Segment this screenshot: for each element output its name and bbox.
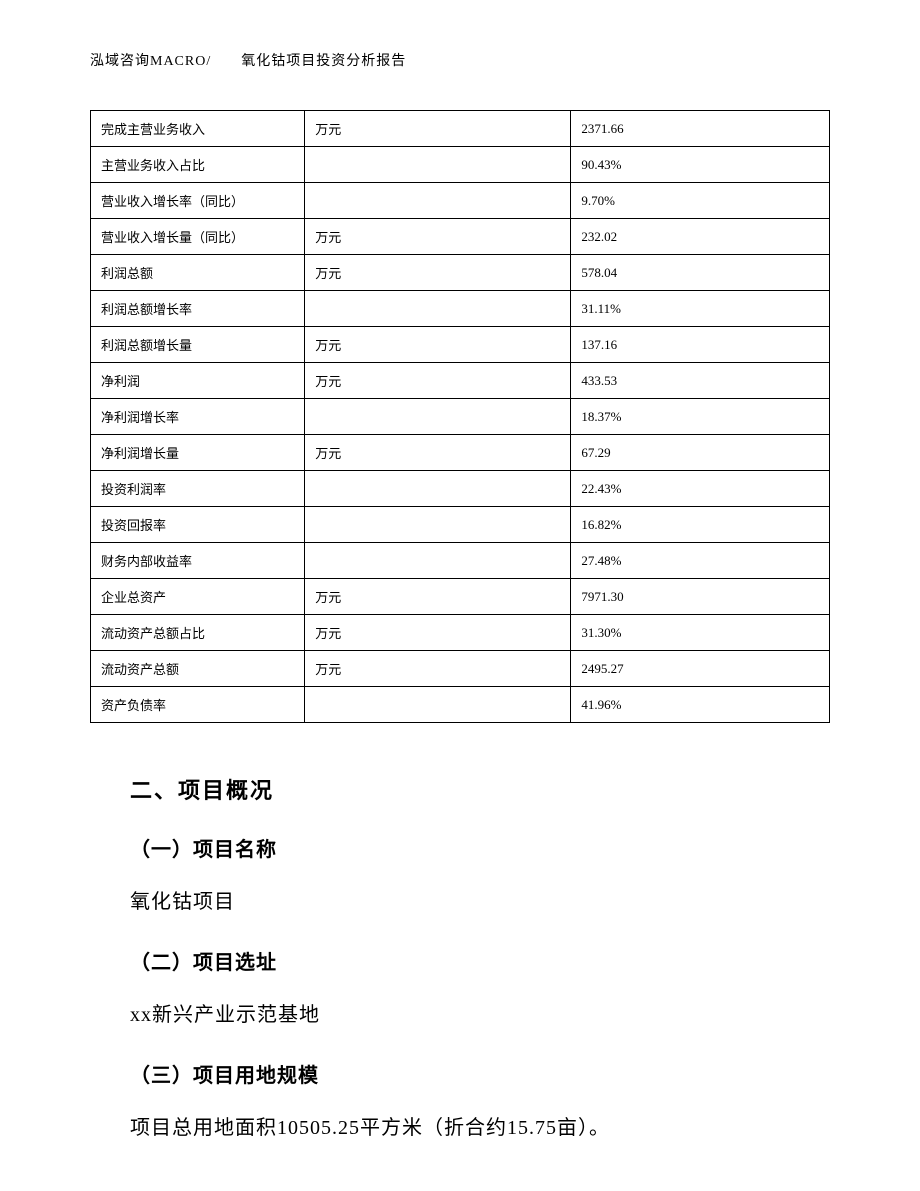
row-value: 2371.66 xyxy=(571,111,830,147)
row-value: 67.29 xyxy=(571,435,830,471)
row-label: 利润总额增长率 xyxy=(91,291,305,327)
row-label: 投资回报率 xyxy=(91,507,305,543)
row-value: 2495.27 xyxy=(571,651,830,687)
row-unit: 万元 xyxy=(305,651,571,687)
row-unit xyxy=(305,687,571,723)
row-unit xyxy=(305,147,571,183)
row-label: 投资利润率 xyxy=(91,471,305,507)
table-row: 利润总额增长率 31.11% xyxy=(91,291,830,327)
table-row: 流动资产总额 万元 2495.27 xyxy=(91,651,830,687)
row-label: 资产负债率 xyxy=(91,687,305,723)
table-row: 利润总额 万元 578.04 xyxy=(91,255,830,291)
row-unit: 万元 xyxy=(305,255,571,291)
row-value: 433.53 xyxy=(571,363,830,399)
sub-heading-1: （一）项目名称 xyxy=(130,833,830,862)
row-label: 财务内部收益率 xyxy=(91,543,305,579)
row-value: 31.11% xyxy=(571,291,830,327)
row-value: 16.82% xyxy=(571,507,830,543)
row-label: 营业收入增长量（同比） xyxy=(91,219,305,255)
row-label: 利润总额 xyxy=(91,255,305,291)
row-value: 7971.30 xyxy=(571,579,830,615)
row-unit xyxy=(305,471,571,507)
table-row: 企业总资产 万元 7971.30 xyxy=(91,579,830,615)
row-value: 578.04 xyxy=(571,255,830,291)
table-row: 完成主营业务收入 万元 2371.66 xyxy=(91,111,830,147)
financial-table: 完成主营业务收入 万元 2371.66 主营业务收入占比 90.43% 营业收入… xyxy=(90,110,830,723)
table-row: 净利润增长率 18.37% xyxy=(91,399,830,435)
row-label: 净利润增长率 xyxy=(91,399,305,435)
table-row: 利润总额增长量 万元 137.16 xyxy=(91,327,830,363)
row-label: 流动资产总额占比 xyxy=(91,615,305,651)
table-row: 主营业务收入占比 90.43% xyxy=(91,147,830,183)
row-unit: 万元 xyxy=(305,219,571,255)
section-heading-2: 二、项目概况 xyxy=(130,773,830,805)
row-value: 41.96% xyxy=(571,687,830,723)
row-unit: 万元 xyxy=(305,111,571,147)
table-row: 资产负债率 41.96% xyxy=(91,687,830,723)
page-header: 泓域咨询MACRO/ 氧化钴项目投资分析报告 xyxy=(90,50,830,70)
row-value: 9.70% xyxy=(571,183,830,219)
row-unit: 万元 xyxy=(305,615,571,651)
row-label: 净利润 xyxy=(91,363,305,399)
row-label: 企业总资产 xyxy=(91,579,305,615)
row-unit: 万元 xyxy=(305,363,571,399)
row-unit: 万元 xyxy=(305,579,571,615)
row-unit: 万元 xyxy=(305,327,571,363)
sub-heading-3: （三）项目用地规模 xyxy=(130,1059,830,1088)
row-unit: 万元 xyxy=(305,435,571,471)
row-value: 31.30% xyxy=(571,615,830,651)
row-value: 232.02 xyxy=(571,219,830,255)
table-row: 净利润 万元 433.53 xyxy=(91,363,830,399)
row-label: 主营业务收入占比 xyxy=(91,147,305,183)
table-row: 营业收入增长率（同比） 9.70% xyxy=(91,183,830,219)
row-label: 利润总额增长量 xyxy=(91,327,305,363)
project-name-text: 氧化钴项目 xyxy=(130,886,830,918)
row-label: 流动资产总额 xyxy=(91,651,305,687)
table-row: 财务内部收益率 27.48% xyxy=(91,543,830,579)
table-row: 流动资产总额占比 万元 31.30% xyxy=(91,615,830,651)
sub-heading-2: （二）项目选址 xyxy=(130,946,830,975)
row-value: 90.43% xyxy=(571,147,830,183)
row-value: 137.16 xyxy=(571,327,830,363)
row-value: 22.43% xyxy=(571,471,830,507)
table-body: 完成主营业务收入 万元 2371.66 主营业务收入占比 90.43% 营业收入… xyxy=(91,111,830,723)
table-row: 净利润增长量 万元 67.29 xyxy=(91,435,830,471)
row-label: 完成主营业务收入 xyxy=(91,111,305,147)
header-text: 泓域咨询MACRO/ 氧化钴项目投资分析报告 xyxy=(90,54,406,69)
row-unit xyxy=(305,507,571,543)
table-row: 投资利润率 22.43% xyxy=(91,471,830,507)
project-location-text: xx新兴产业示范基地 xyxy=(130,999,830,1031)
row-unit xyxy=(305,291,571,327)
row-value: 18.37% xyxy=(571,399,830,435)
project-land-text: 项目总用地面积10505.25平方米（折合约15.75亩）。 xyxy=(130,1112,830,1144)
row-value: 27.48% xyxy=(571,543,830,579)
row-label: 营业收入增长率（同比） xyxy=(91,183,305,219)
content-section: 二、项目概况 （一）项目名称 氧化钴项目 （二）项目选址 xx新兴产业示范基地 … xyxy=(90,773,830,1144)
row-unit xyxy=(305,399,571,435)
table-row: 投资回报率 16.82% xyxy=(91,507,830,543)
row-unit xyxy=(305,543,571,579)
row-label: 净利润增长量 xyxy=(91,435,305,471)
table-row: 营业收入增长量（同比） 万元 232.02 xyxy=(91,219,830,255)
row-unit xyxy=(305,183,571,219)
